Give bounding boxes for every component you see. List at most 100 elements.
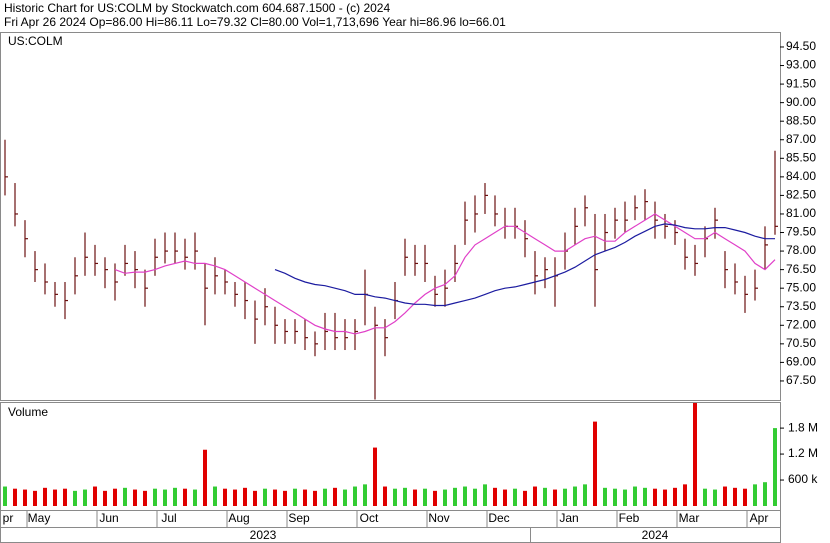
volume-bar — [123, 487, 127, 506]
volume-bar — [183, 488, 187, 506]
volume-bar — [313, 490, 317, 506]
volume-bar — [713, 489, 717, 506]
volume-bar — [763, 482, 767, 506]
volume-bar — [403, 487, 407, 506]
volume-bar — [423, 488, 427, 506]
x-tick-label: Jul — [161, 511, 176, 525]
volume-bar — [363, 484, 367, 506]
y-tick-label: 1.8 M — [788, 420, 818, 434]
volume-bar — [753, 484, 757, 506]
volume-bar — [63, 488, 67, 506]
volume-bar — [413, 489, 417, 506]
y-tick-label: 88.50 — [786, 113, 816, 127]
volume-bar — [453, 487, 457, 506]
volume-bar — [33, 490, 37, 506]
volume-bar — [253, 490, 257, 506]
y-tick-label: 82.50 — [786, 188, 816, 202]
header-quote: Fri Apr 26 2024 Op=86.00 Hi=86.11 Lo=79.… — [4, 15, 506, 29]
year-label: 2024 — [642, 528, 669, 542]
volume-bar — [533, 486, 537, 506]
volume-bar — [463, 486, 467, 506]
volume-bar — [653, 488, 657, 506]
x-tick-label: Sep — [288, 511, 310, 525]
volume-bar — [103, 490, 107, 506]
x-tick-label: Mar — [679, 511, 700, 525]
y-tick-label: 81.00 — [786, 206, 816, 220]
volume-bar — [43, 487, 47, 506]
volume-bar — [643, 487, 647, 506]
volume-bar — [263, 488, 267, 506]
volume-bar — [583, 484, 587, 506]
volume-bar — [773, 428, 777, 506]
volume-bar — [343, 489, 347, 506]
volume-bar — [383, 486, 387, 506]
volume-bar — [553, 489, 557, 506]
x-tick-label: pr — [3, 511, 14, 525]
y-tick-label: 69.00 — [786, 355, 816, 369]
x-tick-label: Feb — [619, 511, 640, 525]
volume-bar — [373, 447, 377, 506]
volume-bar — [543, 487, 547, 506]
year-label: 2023 — [250, 528, 277, 542]
volume-bar — [723, 486, 727, 506]
volume-bar — [513, 488, 517, 506]
y-tick-label: 94.50 — [786, 39, 816, 53]
volume-bar — [743, 488, 747, 506]
volume-bar — [303, 489, 307, 506]
volume-bar — [523, 490, 527, 506]
volume-bar — [483, 484, 487, 506]
volume-bar — [443, 489, 447, 506]
volume-bar — [623, 489, 627, 506]
y-tick-label: 67.50 — [786, 373, 816, 387]
y-tick-label: 93.00 — [786, 58, 816, 72]
y-tick-label: 600 k — [788, 472, 818, 486]
volume-bar — [133, 489, 137, 506]
y-tick-label: 84.00 — [786, 169, 816, 183]
y-tick-label: 87.00 — [786, 132, 816, 146]
volume-bar — [13, 488, 17, 506]
volume-bar — [603, 487, 607, 506]
volume-bar — [243, 487, 247, 506]
symbol-label: US:COLM — [8, 34, 63, 48]
volume-bar — [433, 490, 437, 506]
x-tick-label: Jan — [559, 511, 578, 525]
volume-bar — [573, 486, 577, 506]
volume-bar — [233, 489, 237, 506]
volume-bar — [673, 487, 677, 506]
price-frame — [0, 32, 781, 401]
volume-bar — [733, 487, 737, 506]
volume-bar — [93, 486, 97, 506]
volume-bar — [473, 488, 477, 506]
volume-bar — [213, 486, 217, 506]
volume-bar — [323, 488, 327, 506]
volume-bar — [663, 489, 667, 506]
volume-bar — [163, 489, 167, 506]
volume-bar — [563, 488, 567, 506]
header-title: Historic Chart for US:COLM by Stockwatch… — [4, 1, 390, 15]
volume-label: Volume — [8, 405, 48, 419]
volume-bar — [23, 489, 27, 506]
volume-bar — [613, 488, 617, 506]
volume-bar — [153, 488, 157, 506]
volume-bar — [353, 486, 357, 506]
volume-bar — [73, 490, 77, 506]
volume-bar — [203, 449, 207, 506]
y-tick-label: 75.00 — [786, 280, 816, 294]
volume-bar — [83, 489, 87, 506]
volume-bar — [593, 421, 597, 506]
y-tick-label: 79.50 — [786, 225, 816, 239]
moving-average — [274, 223, 775, 307]
volume-bar — [493, 487, 497, 506]
volume-bar — [703, 488, 707, 506]
volume-bar — [283, 490, 287, 506]
volume-bar — [693, 403, 697, 506]
volume-bar — [273, 489, 277, 506]
volume-bar — [223, 488, 227, 506]
x-tick-label: Jun — [99, 511, 118, 525]
volume-bar — [143, 490, 147, 506]
volume-bar — [393, 488, 397, 506]
x-tick-label: Nov — [428, 511, 449, 525]
volume-bar — [683, 484, 687, 506]
volume-bar — [173, 487, 177, 506]
